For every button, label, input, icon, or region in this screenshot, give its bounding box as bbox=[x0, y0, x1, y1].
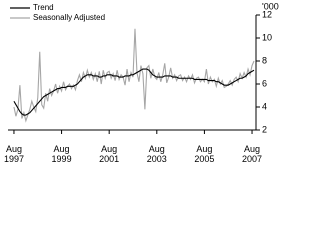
legend-label: Seasonally Adjusted bbox=[33, 13, 105, 22]
x-tick-label: Aug 2005 bbox=[194, 144, 215, 164]
y-tick-label: 12 bbox=[262, 9, 272, 19]
series-line bbox=[13, 68, 255, 116]
chart: '000 2 4 6 8 10 12 Trend Seasonally Adjusted Au… bbox=[3, 1, 279, 164]
x-tick-label: Aug 1997 bbox=[3, 144, 24, 164]
y-tick-label: 2 bbox=[262, 124, 267, 134]
x-tick-label: Aug 2007 bbox=[242, 144, 263, 164]
unit-label: '000 bbox=[262, 1, 279, 11]
x-tick-label: Aug 2001 bbox=[99, 144, 120, 164]
y-tick-label: 6 bbox=[262, 78, 267, 88]
y-tick-label: 10 bbox=[262, 32, 272, 42]
x-tick-label: Aug 2003 bbox=[146, 144, 167, 164]
x-tick-label: Aug 1999 bbox=[51, 144, 72, 164]
series-line bbox=[13, 28, 255, 123]
y-tick-label: 4 bbox=[262, 101, 267, 111]
y-tick-label: 8 bbox=[262, 55, 267, 65]
legend-label: Trend bbox=[33, 3, 54, 12]
